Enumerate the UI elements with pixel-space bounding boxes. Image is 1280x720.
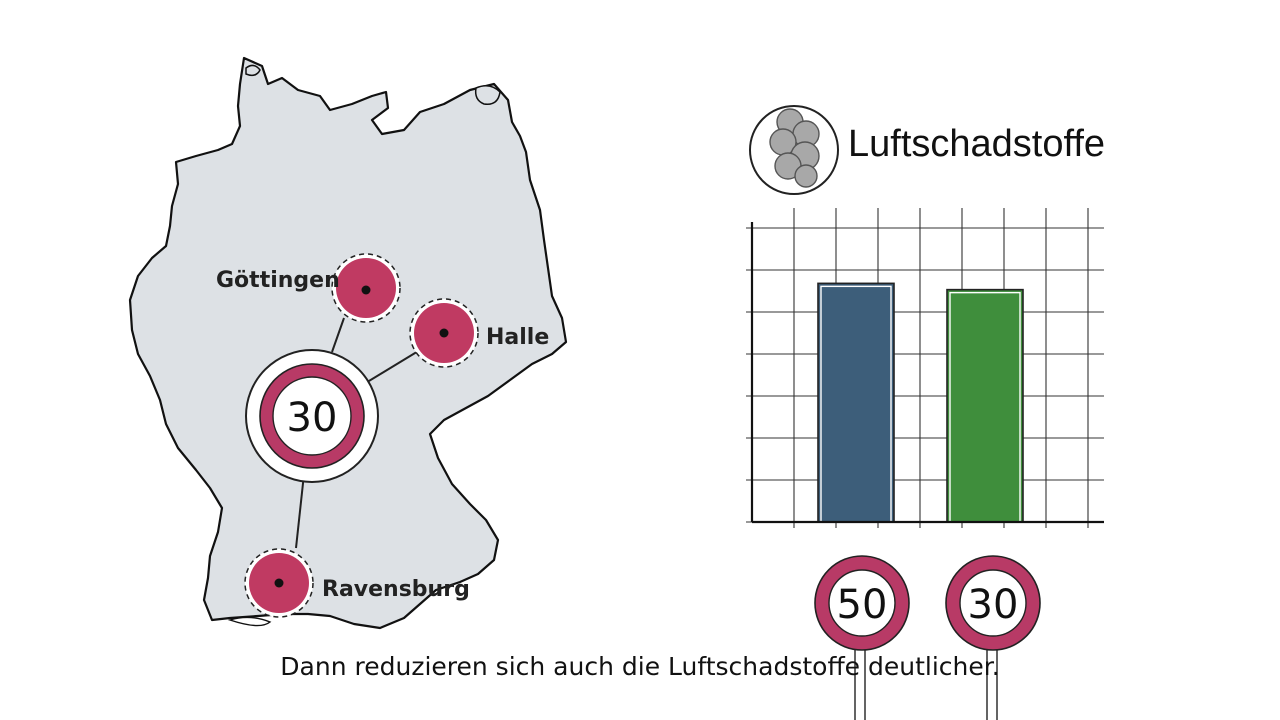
- bar-50: [817, 282, 895, 523]
- connector-lines: [295, 317, 421, 549]
- city-marker-halle: Halle: [409, 298, 549, 368]
- pollutants-header: Luftschadstoffe: [749, 105, 1105, 195]
- subtitle-caption: Dann reduzieren sich auch die Luftschads…: [280, 652, 1000, 681]
- city-label-goettingen: Göttingen: [216, 268, 340, 293]
- smoke-cloud-shape: [769, 108, 820, 188]
- germany-outline: [128, 56, 568, 630]
- speed-sign-50: 50: [814, 555, 910, 720]
- speed-sign-30-number: 30: [968, 582, 1019, 628]
- city-marker-ravensburg: Ravensburg: [244, 548, 470, 618]
- pollutants-title: Luftschadstoffe: [848, 123, 1105, 165]
- hub-sign-number: 30: [287, 395, 338, 441]
- pollutant-bar-chart: [746, 208, 1104, 528]
- speed-sign-30: 30: [945, 555, 1041, 720]
- speed-sign-50-number: 50: [837, 582, 888, 628]
- bar-30: [946, 288, 1024, 523]
- chart-bars: [817, 282, 1024, 523]
- chart-axes: [750, 222, 1104, 524]
- speed-signs: 50 30: [814, 555, 1041, 720]
- city-label-halle: Halle: [486, 325, 549, 350]
- island-east: [474, 85, 501, 105]
- hub-speed-sign: 30: [245, 349, 379, 483]
- island-north: [245, 64, 261, 77]
- germany-map: 30 Göttingen Halle Ravensburg: [128, 56, 568, 630]
- city-label-ravensburg: Ravensburg: [322, 577, 470, 602]
- city-marker-goettingen: Göttingen: [216, 253, 401, 323]
- chart-grid: [746, 208, 1104, 528]
- bodensee-lake: [227, 616, 272, 627]
